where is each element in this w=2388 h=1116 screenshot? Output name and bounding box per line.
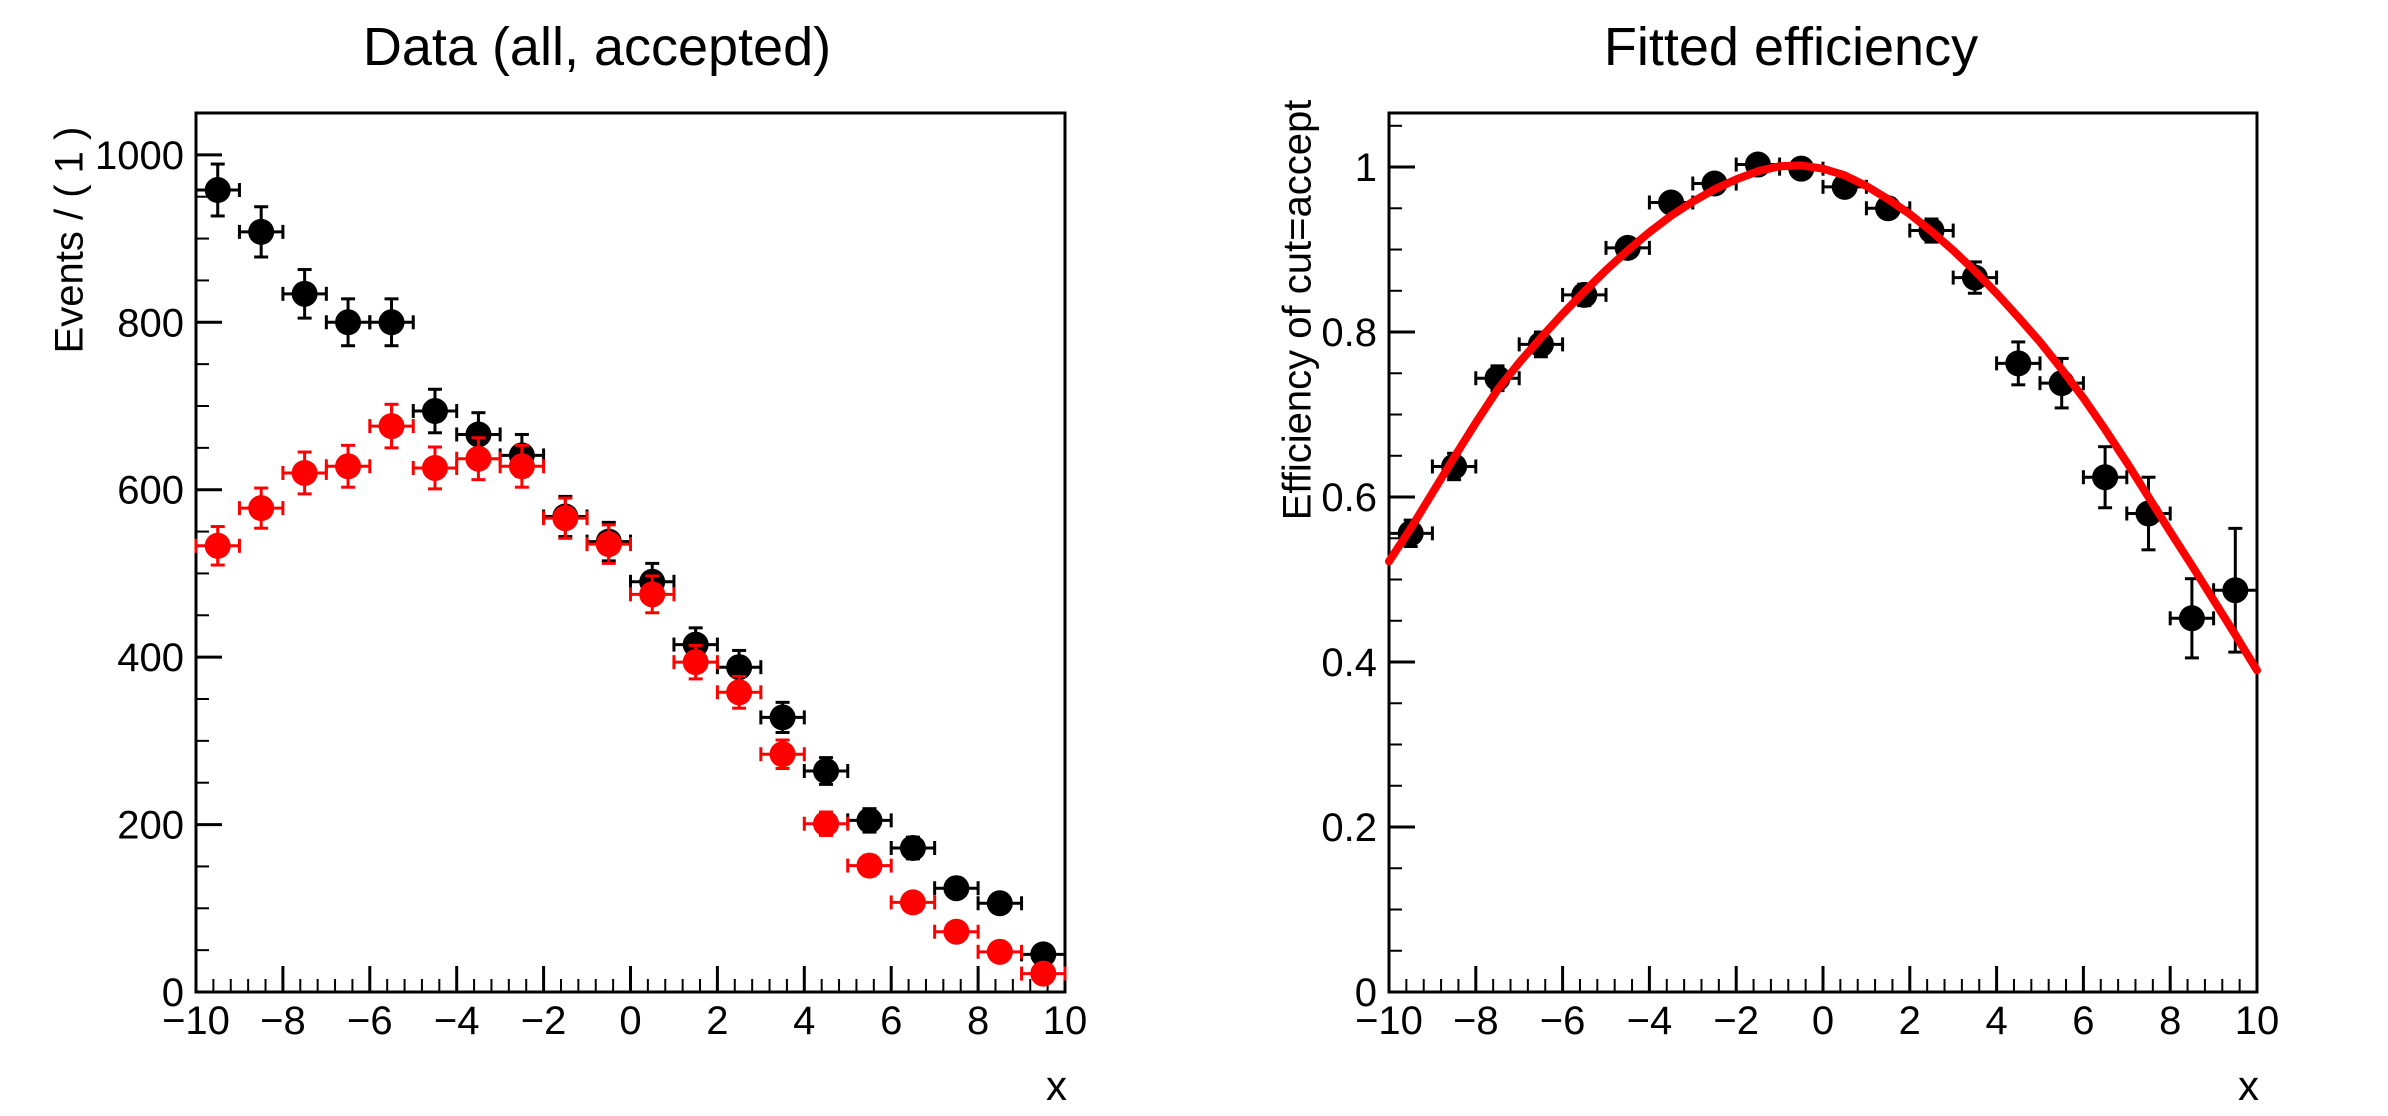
data-point bbox=[465, 445, 492, 472]
svg-text:0.6: 0.6 bbox=[1321, 476, 1377, 520]
svg-text:−2: −2 bbox=[1713, 999, 1759, 1043]
svg-text:−4: −4 bbox=[1627, 999, 1673, 1043]
data-point bbox=[813, 810, 840, 837]
svg-text:4: 4 bbox=[1985, 999, 2007, 1043]
data-point bbox=[378, 413, 405, 440]
data-point bbox=[378, 309, 405, 336]
data-point bbox=[204, 177, 231, 204]
x-axis-ticks bbox=[1387, 966, 2259, 992]
pad-data-distribution: −10 −8 −6 −4 −2 0 2 4 6 8 10 0 200 400 600 800 1000 Data… bbox=[47, 17, 1088, 1109]
svg-text:−10: −10 bbox=[162, 999, 230, 1043]
svg-text:10: 10 bbox=[2235, 999, 2280, 1043]
data-point bbox=[465, 421, 492, 448]
series-all-data bbox=[194, 162, 1067, 968]
svg-text:−2: −2 bbox=[521, 999, 567, 1043]
svg-text:0: 0 bbox=[162, 971, 184, 1015]
left-plot-title: Data (all, accepted) bbox=[362, 17, 832, 77]
svg-text:0.2: 0.2 bbox=[1321, 806, 1377, 850]
svg-text:1000: 1000 bbox=[95, 134, 184, 178]
svg-text:200: 200 bbox=[117, 804, 184, 848]
data-point bbox=[2222, 577, 2249, 604]
svg-text:0.8: 0.8 bbox=[1321, 311, 1377, 355]
svg-text:600: 600 bbox=[117, 469, 184, 513]
svg-text:1: 1 bbox=[1355, 146, 1377, 190]
plot-frame bbox=[1387, 111, 2259, 994]
data-point bbox=[2178, 605, 2205, 632]
data-point bbox=[335, 453, 362, 480]
x-axis-labels: −10 −8 −6 −4 −2 0 2 4 6 8 10 bbox=[162, 999, 1087, 1043]
data-point bbox=[899, 835, 926, 862]
y-axis-labels: 0 200 400 600 800 1000 bbox=[95, 134, 184, 1015]
svg-text:−10: −10 bbox=[1355, 999, 1423, 1043]
data-point bbox=[769, 741, 796, 768]
data-point bbox=[291, 280, 318, 307]
data-point bbox=[335, 309, 362, 336]
fit-curve bbox=[1385, 161, 2261, 675]
right-y-axis-title: Efficiency of cut=accept bbox=[1275, 99, 1320, 521]
svg-text:0: 0 bbox=[619, 999, 641, 1043]
data-point bbox=[291, 459, 318, 486]
data-point bbox=[726, 654, 753, 681]
svg-text:0.4: 0.4 bbox=[1321, 641, 1377, 685]
right-plot-title: Fitted efficiency bbox=[1603, 17, 1979, 77]
data-point bbox=[769, 704, 796, 731]
data-point bbox=[1030, 941, 1057, 968]
data-point bbox=[421, 454, 448, 481]
svg-text:6: 6 bbox=[2072, 999, 2094, 1043]
data-point bbox=[248, 495, 275, 522]
svg-text:−6: −6 bbox=[347, 999, 393, 1043]
svg-text:−6: −6 bbox=[1540, 999, 1586, 1043]
data-point bbox=[204, 532, 231, 559]
series-measured-efficiency bbox=[1387, 151, 2259, 660]
data-point bbox=[856, 852, 883, 879]
svg-text:8: 8 bbox=[2159, 999, 2181, 1043]
right-x-axis-title: x bbox=[2238, 1062, 2259, 1109]
svg-text:800: 800 bbox=[117, 301, 184, 345]
svg-text:2: 2 bbox=[706, 999, 728, 1043]
y-axis-ticks bbox=[196, 112, 222, 994]
x-axis-labels: −10 −8 −6 −4 −2 0 2 4 6 8 10 bbox=[1355, 999, 2279, 1043]
svg-text:−4: −4 bbox=[434, 999, 480, 1043]
data-point bbox=[552, 505, 579, 532]
left-plot-area: −10 −8 −6 −4 −2 0 2 4 6 8 10 0 200 400 600 800 1000 bbox=[95, 111, 1087, 1043]
data-point bbox=[2092, 464, 2119, 491]
series-accepted-data bbox=[194, 402, 1067, 987]
plot-frame bbox=[194, 111, 1067, 994]
svg-text:0: 0 bbox=[1812, 999, 1834, 1043]
svg-text:6: 6 bbox=[880, 999, 902, 1043]
pad-fitted-efficiency: −10 −8 −6 −4 −2 0 2 4 6 8 10 0 0.2 0.4 0.6 0.8 1 Fitted … bbox=[1194, 0, 2388, 1116]
data-point bbox=[248, 218, 275, 245]
svg-text:2: 2 bbox=[1899, 999, 1921, 1043]
data-point bbox=[1961, 264, 1988, 291]
data-point bbox=[899, 889, 926, 916]
data-point bbox=[2005, 350, 2032, 377]
data-point bbox=[1030, 960, 1057, 987]
left-y-axis-title: Events / ( 1 ) bbox=[47, 126, 92, 354]
data-point bbox=[508, 453, 535, 480]
data-point bbox=[682, 649, 709, 676]
data-point bbox=[421, 398, 448, 425]
data-point bbox=[986, 890, 1013, 917]
svg-text:−8: −8 bbox=[1453, 999, 1499, 1043]
svg-text:0: 0 bbox=[1355, 971, 1377, 1015]
data-point bbox=[943, 918, 970, 945]
svg-text:8: 8 bbox=[967, 999, 989, 1043]
left-x-axis-title: x bbox=[1046, 1062, 1067, 1109]
y-axis-labels: 0 0.2 0.4 0.6 0.8 1 bbox=[1321, 146, 1377, 1015]
data-point bbox=[856, 807, 883, 834]
svg-text:10: 10 bbox=[1043, 999, 1088, 1043]
right-plot-area: −10 −8 −6 −4 −2 0 2 4 6 8 10 0 0.2 0.4 0.6 0.8 1 bbox=[1321, 111, 2279, 1043]
data-point bbox=[813, 757, 840, 784]
svg-text:4: 4 bbox=[793, 999, 815, 1043]
svg-text:400: 400 bbox=[117, 636, 184, 680]
data-point bbox=[943, 875, 970, 902]
data-point bbox=[726, 679, 753, 706]
x-axis-ticks bbox=[194, 966, 1067, 992]
data-point bbox=[986, 938, 1013, 965]
svg-text:−8: −8 bbox=[260, 999, 306, 1043]
data-point bbox=[639, 581, 666, 608]
data-point bbox=[595, 531, 622, 558]
